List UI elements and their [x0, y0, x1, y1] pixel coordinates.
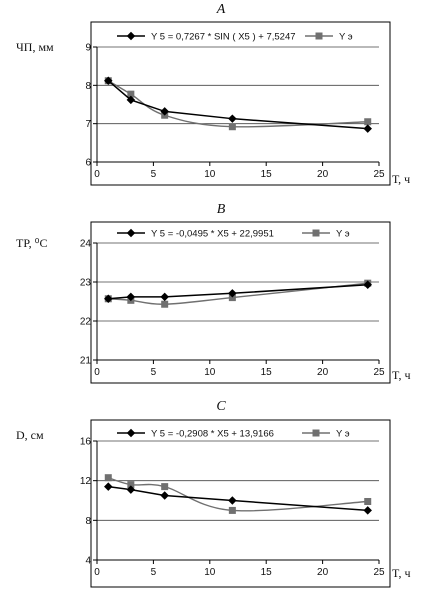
data-point-square [127, 90, 135, 98]
y-tick-label: 24 [80, 239, 92, 250]
x-tick-label: 10 [204, 169, 216, 180]
x-tick-label: 20 [317, 169, 329, 180]
data-point-diamond [104, 76, 113, 85]
panel-letter: C [216, 399, 226, 414]
data-point-diamond [160, 107, 169, 116]
chart-panel-1: A 6 7 8 9 0 5 10 15 20 25 ЧП, мм Т, ч Y 5 = 0,7267 * … [16, 2, 410, 186]
legend-marker-square [312, 229, 320, 237]
legend-marker-diamond [126, 428, 136, 438]
panel-letter: A [216, 2, 226, 17]
chart-frame [90, 221, 391, 384]
data-point-diamond [126, 485, 136, 494]
chart-panel-2: B 21 22 23 24 0 5 10 15 20 25 TP, ⁰C T, ч Y 5 = -0,04… [16, 202, 410, 384]
y-tick-label: 8 [85, 81, 91, 92]
data-point-diamond [104, 482, 113, 491]
y-axis-label: TP, ⁰C [16, 236, 48, 250]
data-point-square [364, 118, 372, 126]
series-line-experimental [108, 477, 368, 512]
legend-marker-square [315, 32, 323, 40]
x-axis-label: T, ч [392, 368, 410, 382]
y-tick-label: 22 [80, 317, 92, 328]
series-line-model [108, 485, 368, 512]
data-point-diamond [228, 114, 237, 123]
data-point-diamond [126, 95, 136, 105]
y-tick-label: 6 [85, 158, 91, 169]
panel-letter: B [217, 202, 226, 217]
data-point-diamond [160, 292, 169, 302]
x-tick-label: 5 [151, 169, 157, 180]
data-point-square [161, 300, 169, 308]
chart-frame [90, 21, 391, 186]
data-point-square [228, 294, 236, 302]
x-axis-label: Т, ч [392, 172, 410, 186]
legend-marker-diamond [126, 31, 136, 41]
data-point-square [364, 497, 372, 505]
data-point-diamond [104, 294, 113, 304]
legend-label-experimental: Y э [336, 429, 350, 440]
y-axis-label: ЧП, мм [16, 40, 54, 54]
legend: Y 5 = 0,7267 * SIN ( X5 ) + 7,5247 Y э [117, 32, 353, 43]
data-point-square [104, 474, 112, 482]
data-point-square [161, 483, 169, 491]
legend-label-experimental: Y э [336, 229, 350, 240]
legend: Y 5 = -0,0495 * X5 + 22,9951 Y э [117, 229, 350, 240]
data-point-square [228, 506, 236, 514]
chart-frame [90, 419, 391, 588]
x-tick-label: 15 [261, 567, 273, 578]
data-point-diamond [363, 124, 372, 133]
series-line-model [107, 80, 368, 130]
legend-marker-square [312, 429, 320, 437]
x-tick-label: 5 [151, 567, 157, 578]
legend-label-model: Y 5 = -0,2908 * X5 + 13,9166 [151, 429, 274, 440]
legend: Y 5 = -0,2908 * X5 + 13,9166 Y э [117, 429, 350, 440]
x-axis-label: T, ч [392, 566, 410, 580]
data-point-diamond [228, 496, 237, 505]
y-tick-label: 21 [80, 356, 92, 367]
data-point-square [228, 123, 236, 131]
x-tick-label: 10 [204, 567, 216, 578]
x-tick-label: 25 [373, 169, 385, 180]
x-tick-label: 0 [94, 567, 100, 578]
x-tick-label: 15 [261, 367, 273, 378]
y-axis-label: D, см [16, 428, 44, 442]
y-tick-label: 9 [85, 43, 91, 54]
x-tick-label: 5 [151, 367, 157, 378]
x-tick-label: 15 [261, 169, 273, 180]
y-tick-label: 4 [85, 556, 91, 567]
x-tick-label: 10 [204, 367, 216, 378]
data-point-diamond [228, 289, 237, 298]
series-line-experimental [107, 80, 368, 128]
chart-panel-3: C 4 8 12 16 0 5 10 15 20 25 D, см T, ч Y 5 = -0,2908 … [16, 399, 410, 588]
y-tick-label: 7 [85, 119, 91, 130]
x-tick-label: 20 [317, 567, 329, 578]
x-tick-label: 20 [317, 367, 329, 378]
data-point-diamond [363, 506, 372, 515]
data-point-square [127, 481, 135, 489]
x-tick-label: 25 [373, 567, 385, 578]
legend-label-model: Y 5 = -0,0495 * X5 + 22,9951 [151, 229, 274, 240]
data-point-diamond [160, 491, 169, 500]
data-point-diamond [126, 292, 136, 302]
x-tick-label: 0 [94, 367, 100, 378]
legend-label-experimental: Y э [339, 32, 353, 43]
x-tick-label: 25 [373, 367, 385, 378]
y-tick-label: 8 [85, 516, 91, 527]
legend-marker-diamond [126, 228, 136, 238]
legend-label-model: Y 5 = 0,7267 * SIN ( X5 ) + 7,5247 [151, 32, 296, 43]
data-point-diamond [363, 280, 372, 289]
y-tick-label: 23 [80, 278, 92, 289]
y-tick-label: 12 [80, 476, 92, 487]
series-line-experimental [108, 282, 368, 305]
x-tick-label: 0 [94, 169, 100, 180]
y-tick-label: 16 [80, 437, 92, 448]
